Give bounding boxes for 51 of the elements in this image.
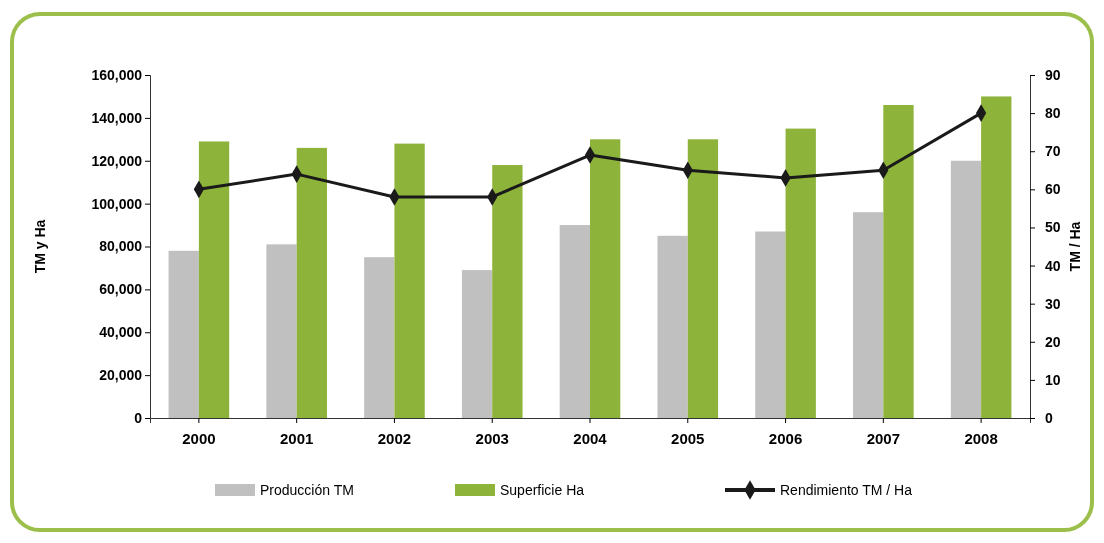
bar [853,212,884,418]
x-tick-label: 2002 [377,430,412,447]
y-axis-title: TM y Ha [32,219,48,274]
y-tick-label: 60,000 [99,281,143,298]
x-tick-label: 2004 [573,430,608,447]
x-tick-label: 2003 [475,430,509,447]
bar [883,105,914,418]
bar [168,250,199,418]
y2-axis-title: TM / Ha [1067,221,1083,272]
x-tick-label: 2007 [866,430,901,447]
y-tick-label: 80,000 [99,238,143,255]
y2-tick-label: 90 [1045,66,1061,83]
legend-label: Superficie Ha [500,482,585,498]
bar [950,160,982,418]
y2-tick-label: 30 [1045,295,1061,312]
bar [394,143,425,418]
legend-label: Rendimiento TM / Ha [780,482,913,498]
y-tick-label: 140,000 [91,109,143,126]
x-tick-label: 2006 [768,430,803,447]
bar [364,257,395,418]
bar [590,139,621,418]
y2-tick-label: 80 [1045,105,1061,122]
bar [266,244,297,418]
y2-tick-label: 40 [1045,257,1061,274]
bar [785,128,816,418]
bar [492,165,523,418]
legend-label: Producción TM [260,482,354,498]
x-tick-label: 2001 [279,430,314,447]
y-tick-label: 160,000 [91,66,143,83]
bar [559,225,590,418]
y2-tick-label: 0 [1045,409,1053,426]
y-tick-label: 20,000 [99,367,143,384]
bar [461,270,493,418]
y2-tick-label: 50 [1045,219,1061,236]
y2-tick-label: 20 [1045,333,1061,350]
x-tick-label: 2000 [182,430,216,447]
y-tick-label: 100,000 [91,195,143,212]
y2-tick-label: 10 [1045,371,1061,388]
y-tick-label: 40,000 [99,324,143,341]
y2-tick-label: 60 [1045,181,1061,198]
y-tick-label: 120,000 [91,152,143,169]
bar [981,96,1012,418]
bar [296,147,327,418]
bar [198,141,230,418]
x-tick-label: 2005 [671,430,705,447]
y-tick-label: 0 [134,409,143,426]
x-tick-label: 2008 [964,430,998,447]
bar [687,139,719,418]
bar [657,235,688,418]
y2-tick-label: 70 [1045,143,1061,160]
bar [755,231,786,418]
